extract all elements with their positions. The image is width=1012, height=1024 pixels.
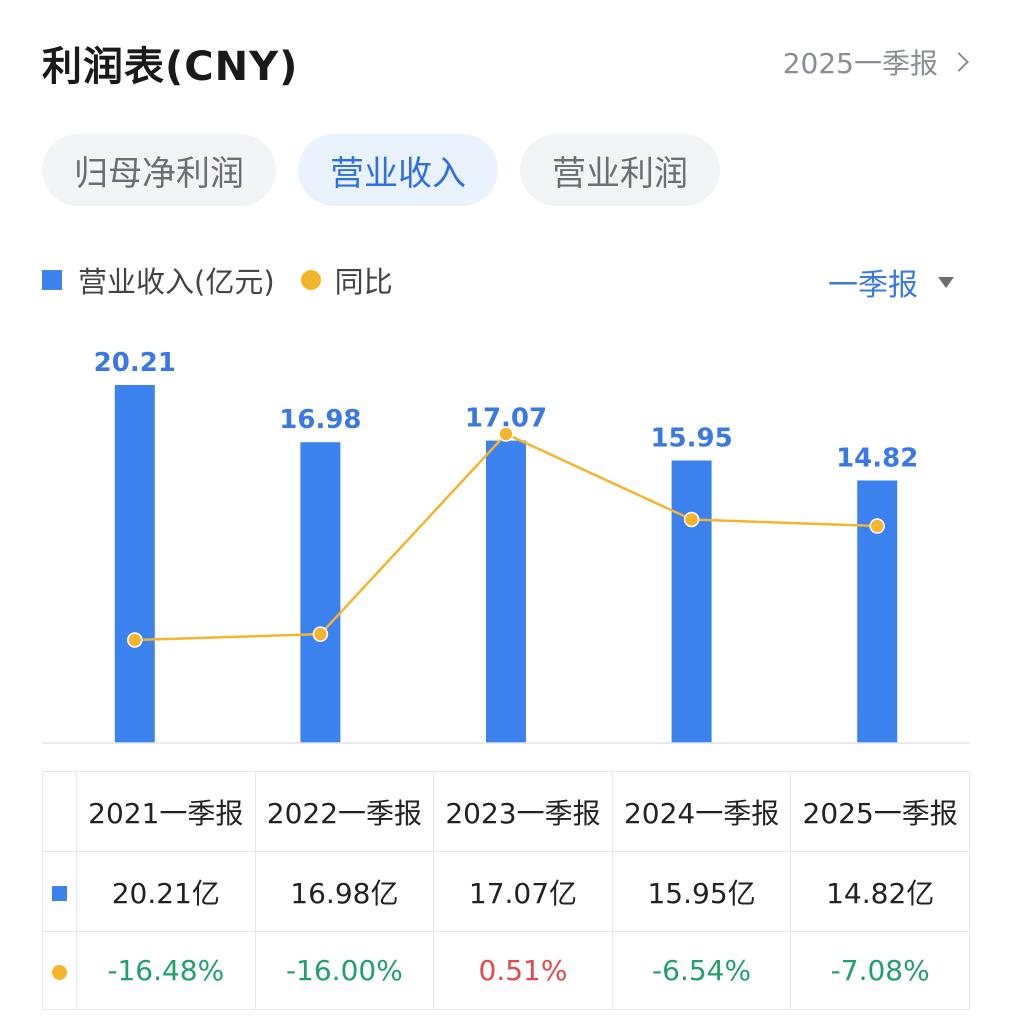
table-header-cell: 2024一季报 bbox=[611, 771, 792, 852]
revenue-bar[interactable] bbox=[114, 385, 155, 743]
revenue-row-icon-cell bbox=[42, 851, 77, 932]
tab-operating-profit[interactable]: 营业利润 bbox=[520, 134, 720, 206]
revenue-bar[interactable] bbox=[486, 440, 526, 743]
table-cell: 0.51% bbox=[433, 931, 613, 1010]
table-header-row: 2021一季报 2022一季报 2023一季报 2024一季报 2025一季报 bbox=[42, 771, 970, 852]
table-cell: 17.07亿 bbox=[433, 851, 613, 932]
period-type-select[interactable]: 一季报 bbox=[828, 260, 954, 304]
bar-series bbox=[114, 385, 898, 743]
bar-value-label: 14.82 bbox=[836, 443, 918, 473]
table-row-revenue: 20.21亿 16.98亿 17.07亿 15.95亿 14.82亿 bbox=[42, 851, 970, 932]
table-row-yoy: -16.48% -16.00% 0.51% -6.54% -7.08% bbox=[42, 931, 970, 1010]
period-type-label: 一季报 bbox=[828, 268, 918, 303]
bar-legend-square-icon bbox=[42, 270, 62, 290]
caret-down-icon bbox=[938, 276, 954, 288]
legend-bar-label: 营业收入(亿元) bbox=[78, 265, 275, 299]
yoy-points bbox=[127, 426, 885, 648]
revenue-bar[interactable] bbox=[300, 442, 341, 743]
line-dot-icon bbox=[52, 965, 67, 980]
yoy-point[interactable] bbox=[869, 518, 885, 534]
yoy-point[interactable] bbox=[312, 626, 329, 642]
table-cell: 15.95亿 bbox=[611, 851, 792, 932]
bar-value-label: 15.95 bbox=[650, 423, 732, 453]
legend-line-label: 同比 bbox=[334, 265, 393, 299]
report-period-link[interactable]: 2025一季报 bbox=[783, 42, 972, 82]
table-cell: -6.54% bbox=[611, 931, 792, 1010]
chevron-right-icon bbox=[949, 52, 969, 72]
table-cell: -7.08% bbox=[790, 931, 970, 1010]
chart-legend: 营业收入(亿元) 同比 bbox=[42, 258, 393, 302]
header: 利润表(CNY) 2025一季报 bbox=[42, 30, 972, 90]
table-header-cell: 2022一季报 bbox=[254, 771, 435, 852]
line-legend-dot-icon bbox=[300, 270, 321, 290]
yoy-point[interactable] bbox=[683, 511, 700, 528]
table-cell: -16.00% bbox=[254, 931, 435, 1010]
table-corner-cell bbox=[42, 771, 77, 852]
revenue-bar[interactable] bbox=[671, 460, 712, 743]
data-table: 2021一季报 2022一季报 2023一季报 2024一季报 2025一季报 … bbox=[42, 771, 970, 1010]
table-cell: 20.21亿 bbox=[76, 851, 256, 932]
table-cell: 14.82亿 bbox=[790, 851, 970, 932]
tab-net-profit[interactable]: 归母净利润 bbox=[42, 134, 276, 206]
table-header-cell: 2021一季报 bbox=[76, 771, 256, 852]
metric-tabs: 归母净利润 营业收入 营业利润 bbox=[42, 134, 720, 206]
bar-value-label: 20.21 bbox=[94, 348, 176, 378]
tab-revenue[interactable]: 营业收入 bbox=[298, 134, 498, 206]
yoy-point[interactable] bbox=[498, 426, 514, 442]
table-cell: -16.48% bbox=[76, 931, 256, 1010]
table-cell: 16.98亿 bbox=[254, 851, 435, 932]
yoy-point[interactable] bbox=[127, 632, 143, 648]
table-header-cell: 2025一季报 bbox=[790, 771, 970, 852]
bar-square-icon bbox=[52, 886, 67, 901]
page-title: 利润表(CNY) bbox=[42, 44, 299, 90]
bar-value-label: 16.98 bbox=[279, 405, 361, 435]
report-period-label: 2025一季报 bbox=[782, 47, 938, 80]
yoy-row-icon-cell bbox=[42, 931, 77, 1010]
table-header-cell: 2023一季报 bbox=[433, 771, 613, 852]
